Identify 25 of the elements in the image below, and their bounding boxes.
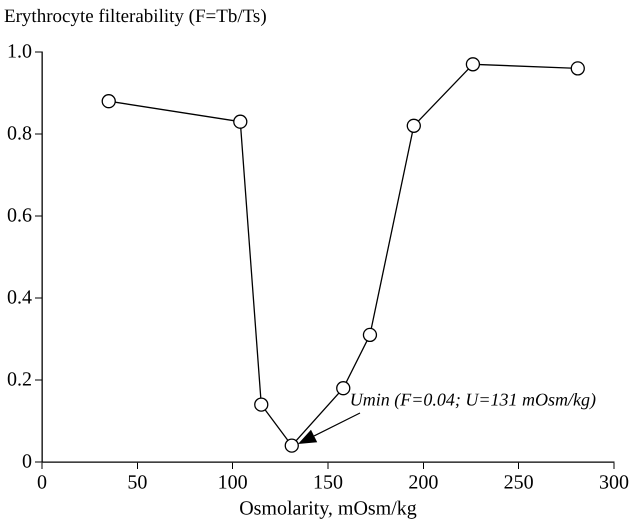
y-tick-label: 0 bbox=[22, 450, 32, 472]
x-tick-label: 300 bbox=[599, 471, 629, 494]
x-tick-label: 100 bbox=[218, 471, 248, 494]
point bbox=[284, 438, 299, 453]
x-tick-label: 200 bbox=[408, 471, 438, 494]
y-tick-label: 1.0 bbox=[7, 40, 32, 62]
point bbox=[254, 397, 268, 412]
x-tick-label: 150 bbox=[313, 471, 343, 494]
annotation: Umin (F=0.04; U=131 mOsm/kg) bbox=[350, 390, 596, 410]
y-tick-label: 0.6 bbox=[7, 204, 32, 226]
point bbox=[102, 94, 116, 108]
point bbox=[336, 381, 350, 396]
point bbox=[466, 57, 480, 72]
y-tick-label: 0.8 bbox=[7, 122, 32, 144]
x-tick-label: 50 bbox=[127, 471, 148, 494]
y-axis-title: Erythrocyte filterability (F=Tb/Ts) bbox=[4, 6, 267, 27]
y-tick-label: 0.4 bbox=[7, 286, 32, 308]
y-tick-label: 0.2 bbox=[7, 368, 32, 390]
x-tick-label: 250 bbox=[504, 471, 534, 494]
point bbox=[362, 328, 378, 342]
point bbox=[406, 118, 421, 133]
x-tick-label: 0 bbox=[37, 471, 47, 494]
x-axis-title: Osmolarity, mOsm/kg bbox=[239, 497, 417, 520]
point bbox=[570, 61, 585, 76]
point bbox=[233, 114, 248, 129]
